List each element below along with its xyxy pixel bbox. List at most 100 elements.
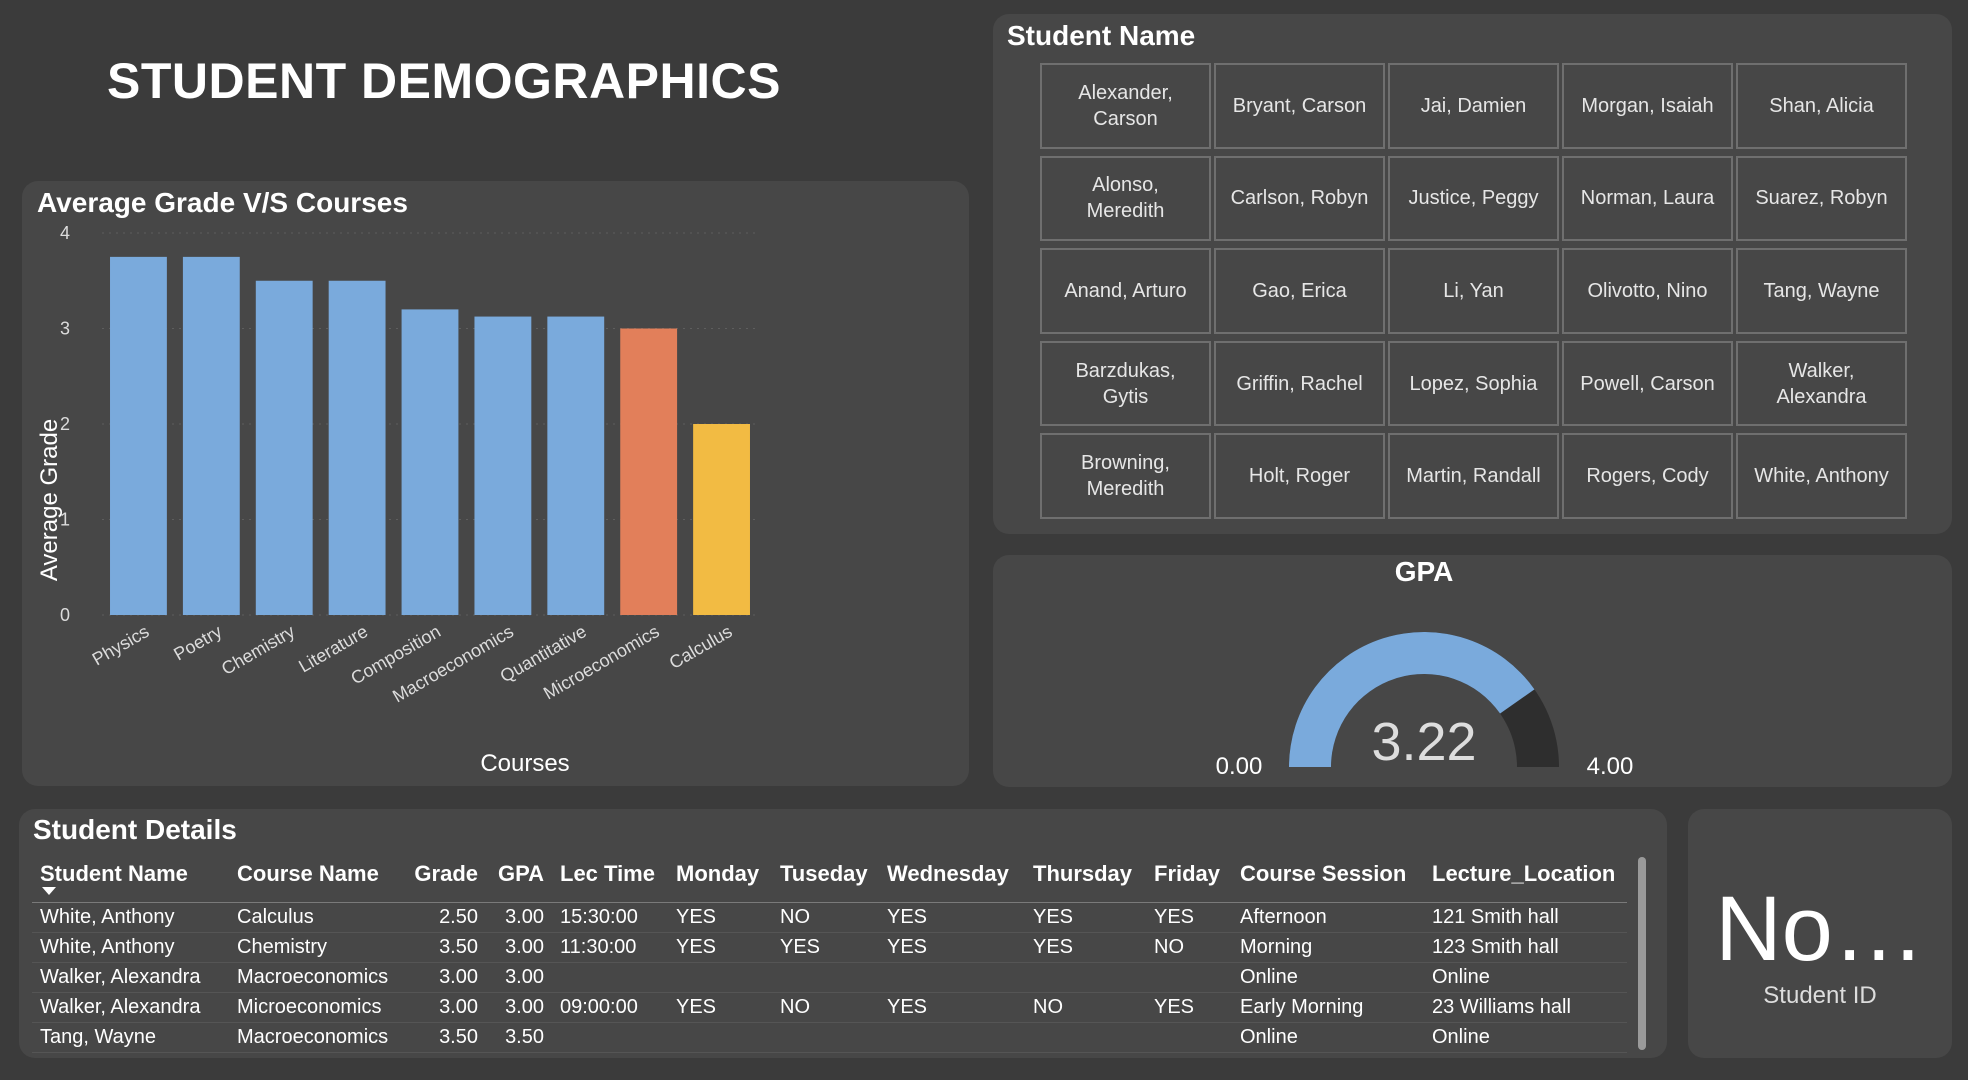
column-header-label: Thursday xyxy=(1033,861,1133,886)
column-header-gpa[interactable]: GPA xyxy=(486,852,552,903)
chart-bars xyxy=(110,256,750,616)
student-name-option[interactable]: Lopez, Sophia xyxy=(1388,340,1559,427)
table-cell: NO xyxy=(1146,932,1232,963)
bar-physics[interactable] xyxy=(110,256,167,615)
student-name-option[interactable]: Bryant, Carson xyxy=(1214,63,1385,149)
table-row[interactable]: Walker, Alexandra Microeconomics 3.00 3.00 0… xyxy=(32,992,1627,1023)
student-name-option[interactable]: Carlson, Robyn xyxy=(1214,155,1385,242)
table-cell xyxy=(668,962,772,993)
table-scrollbar-thumb[interactable] xyxy=(1638,857,1646,1050)
student-name-option[interactable]: Morgan, Isaiah xyxy=(1562,63,1733,149)
bar-quantitative[interactable] xyxy=(547,316,605,615)
column-header-grade[interactable]: Grade xyxy=(404,852,486,903)
column-header-monday[interactable]: Monday xyxy=(668,852,772,903)
gauge-min: 0.00 xyxy=(1216,753,1263,780)
table-cell xyxy=(772,962,879,993)
bar-microeconomics[interactable] xyxy=(620,328,678,616)
table-scrollbar[interactable] xyxy=(1638,857,1646,1050)
table-cell: Online xyxy=(1232,962,1424,993)
student-name-option[interactable]: Shan, Alicia xyxy=(1736,63,1907,149)
column-header-thursday[interactable]: Thursday xyxy=(1025,852,1146,903)
student-name-option[interactable]: Griffin, Rachel xyxy=(1214,340,1385,427)
column-header-wednesday[interactable]: Wednesday xyxy=(879,852,1025,903)
table-cell xyxy=(1146,962,1232,993)
table-cell: 3.50 xyxy=(404,932,486,963)
table-row[interactable]: White, Anthony Calculus 2.50 3.00 15:30:00 YE… xyxy=(32,902,1627,933)
student-name-option[interactable]: Alonso, Meredith xyxy=(1040,155,1211,242)
sort-descending-icon[interactable] xyxy=(42,887,56,895)
student-name-option[interactable]: Jai, Damien xyxy=(1388,63,1559,149)
table-cell xyxy=(1146,1022,1232,1053)
column-header-student-name[interactable]: Student Name xyxy=(32,852,229,903)
table-cell: 3.50 xyxy=(486,1022,552,1053)
table-cell: Tang, Wayne xyxy=(32,1022,229,1053)
table-row[interactable]: Tang, Wayne Macroeconomics 3.50 3.50 Online O… xyxy=(32,1022,1627,1053)
student-name-option[interactable]: Rogers, Cody xyxy=(1562,433,1733,519)
bar-literature[interactable] xyxy=(328,280,386,615)
table-cell xyxy=(772,1022,879,1053)
table-cell: 09:00:00 xyxy=(552,992,668,1023)
table-cell xyxy=(879,962,1025,993)
student-name-option[interactable]: Powell, Carson xyxy=(1562,340,1733,427)
student-name-option[interactable]: Walker, Alexandra xyxy=(1736,340,1907,427)
gpa-gauge-panel: GPA 3.22 0.00 4.00 xyxy=(993,555,1952,787)
student-name-option[interactable]: Li, Yan xyxy=(1388,248,1559,334)
student-name-option[interactable]: Barzdukas, Gytis xyxy=(1040,340,1211,427)
table-row[interactable]: Walker, Alexandra Macroeconomics 3.00 3.00 O… xyxy=(32,962,1627,993)
y-tick-label: 2 xyxy=(60,414,70,434)
table-cell: Afternoon xyxy=(1232,902,1424,933)
student-name-option[interactable]: Holt, Roger xyxy=(1214,433,1385,519)
card-value: No… xyxy=(1715,878,1925,980)
column-header-course-name[interactable]: Course Name xyxy=(229,852,404,903)
table-cell: YES xyxy=(668,932,772,963)
table-cell xyxy=(668,1022,772,1053)
table-row[interactable]: White, Anthony Chemistry 3.50 3.00 11:30:00 Y… xyxy=(32,932,1627,963)
student-name-option[interactable]: Martin, Randall xyxy=(1388,433,1559,519)
column-header-lecture-location[interactable]: Lecture_Location xyxy=(1424,852,1627,903)
table-cell: 3.00 xyxy=(486,932,552,963)
student-name-option[interactable]: Anand, Arturo xyxy=(1040,248,1211,334)
table-cell: 123 Smith hall xyxy=(1424,932,1627,963)
table-cell: Chemistry xyxy=(229,932,404,963)
column-header-label: Grade xyxy=(414,861,478,886)
x-axis-title: Courses xyxy=(480,750,569,777)
gauge-value: 3.22 xyxy=(1371,712,1476,772)
student-details-table: Student Name Course Name Grade GPA Lec Time M… xyxy=(32,852,1627,1053)
table-cell: NO xyxy=(772,902,879,933)
column-header-lec-time[interactable]: Lec Time xyxy=(552,852,668,903)
y-tick-label: 4 xyxy=(60,223,70,243)
column-header-course-session[interactable]: Course Session xyxy=(1232,852,1424,903)
table-cell: 3.00 xyxy=(486,902,552,933)
student-name-option[interactable]: Suarez, Robyn xyxy=(1736,155,1907,242)
x-category-label: Physics xyxy=(89,621,153,669)
student-name-option[interactable]: Tang, Wayne xyxy=(1736,248,1907,334)
bar-composition[interactable] xyxy=(401,309,459,615)
column-header-tuseday[interactable]: Tuseday xyxy=(772,852,879,903)
column-header-label: Wednesday xyxy=(887,861,1009,886)
student-name-option[interactable]: Browning, Meredith xyxy=(1040,433,1211,519)
table-cell: 3.00 xyxy=(404,962,486,993)
table-cell: YES xyxy=(1146,902,1232,933)
student-name-grid: Alexander, Carson Bryant, Carson Jai, Dami… xyxy=(1040,63,1910,522)
bar-macroeconomics[interactable] xyxy=(474,316,532,615)
table-cell: NO xyxy=(772,992,879,1023)
table-cell: YES xyxy=(879,932,1025,963)
student-name-option[interactable]: Alexander, Carson xyxy=(1040,63,1211,149)
bar-calculus[interactable] xyxy=(693,424,750,615)
table-cell: YES xyxy=(1025,932,1146,963)
student-name-option[interactable]: Justice, Peggy xyxy=(1388,155,1559,242)
column-header-friday[interactable]: Friday xyxy=(1146,852,1232,903)
table-cell xyxy=(1025,1022,1146,1053)
student-name-option[interactable]: Gao, Erica xyxy=(1214,248,1385,334)
student-name-option[interactable]: Olivotto, Nino xyxy=(1562,248,1733,334)
bar-chemistry[interactable] xyxy=(255,280,313,615)
y-axis-title: Average Grade xyxy=(36,419,63,581)
table-body: White, Anthony Calculus 2.50 3.00 15:30:00 YE… xyxy=(32,902,1627,1053)
table-cell: YES xyxy=(772,932,879,963)
bar-poetry[interactable] xyxy=(182,256,240,615)
student-name-option[interactable]: Norman, Laura xyxy=(1562,155,1733,242)
student-name-option[interactable]: White, Anthony xyxy=(1736,433,1907,519)
table-cell: Macroeconomics xyxy=(229,962,404,993)
table-cell: White, Anthony xyxy=(32,902,229,933)
gpa-gauge: GPA 3.22 0.00 4.00 xyxy=(1216,556,1634,780)
